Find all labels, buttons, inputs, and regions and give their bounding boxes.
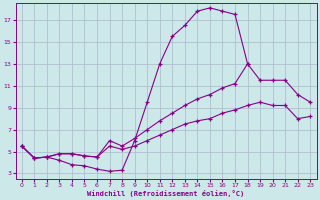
X-axis label: Windchill (Refroidissement éolien,°C): Windchill (Refroidissement éolien,°C) xyxy=(87,190,245,197)
